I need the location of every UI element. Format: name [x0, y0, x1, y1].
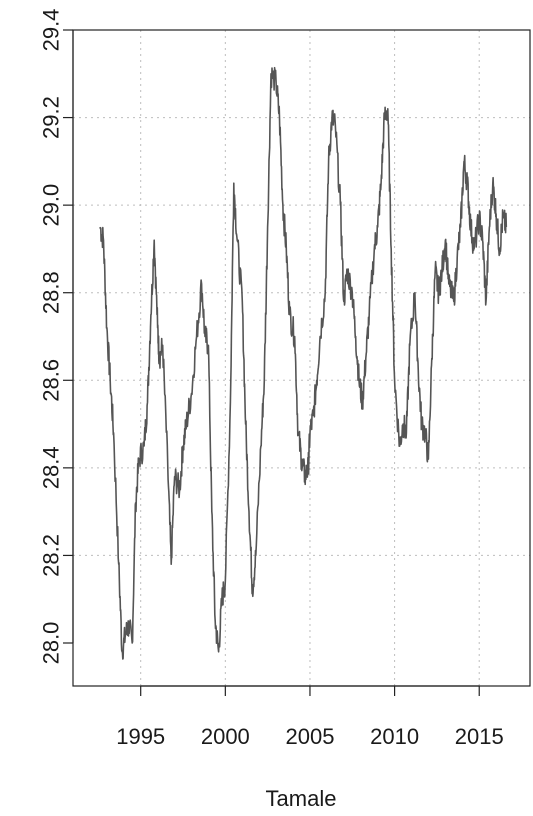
y-tick-label: 28.4 — [39, 446, 64, 489]
x-tick-label: 2005 — [285, 724, 334, 749]
y-tick-label: 28.0 — [39, 622, 64, 665]
x-tick-label: 2015 — [455, 724, 504, 749]
y-tick-label: 29.2 — [39, 96, 64, 139]
x-axis-title: Tamale — [266, 786, 337, 811]
x-tick-label: 2010 — [370, 724, 419, 749]
axes: 28.0 28.2 28.4 28.6 28.8 29.0 29.2 29.4 1995 2000… — [39, 9, 504, 749]
series-line — [99, 66, 508, 660]
y-tick-label: 28.8 — [39, 271, 64, 314]
x-tick-label: 1995 — [116, 724, 165, 749]
x-tick-label: 2000 — [201, 724, 250, 749]
y-tick-label: 29.4 — [39, 9, 64, 52]
y-tick-label: 28.6 — [39, 359, 64, 402]
y-tick-label: 28.2 — [39, 534, 64, 577]
y-tick-label: 29.0 — [39, 184, 64, 227]
